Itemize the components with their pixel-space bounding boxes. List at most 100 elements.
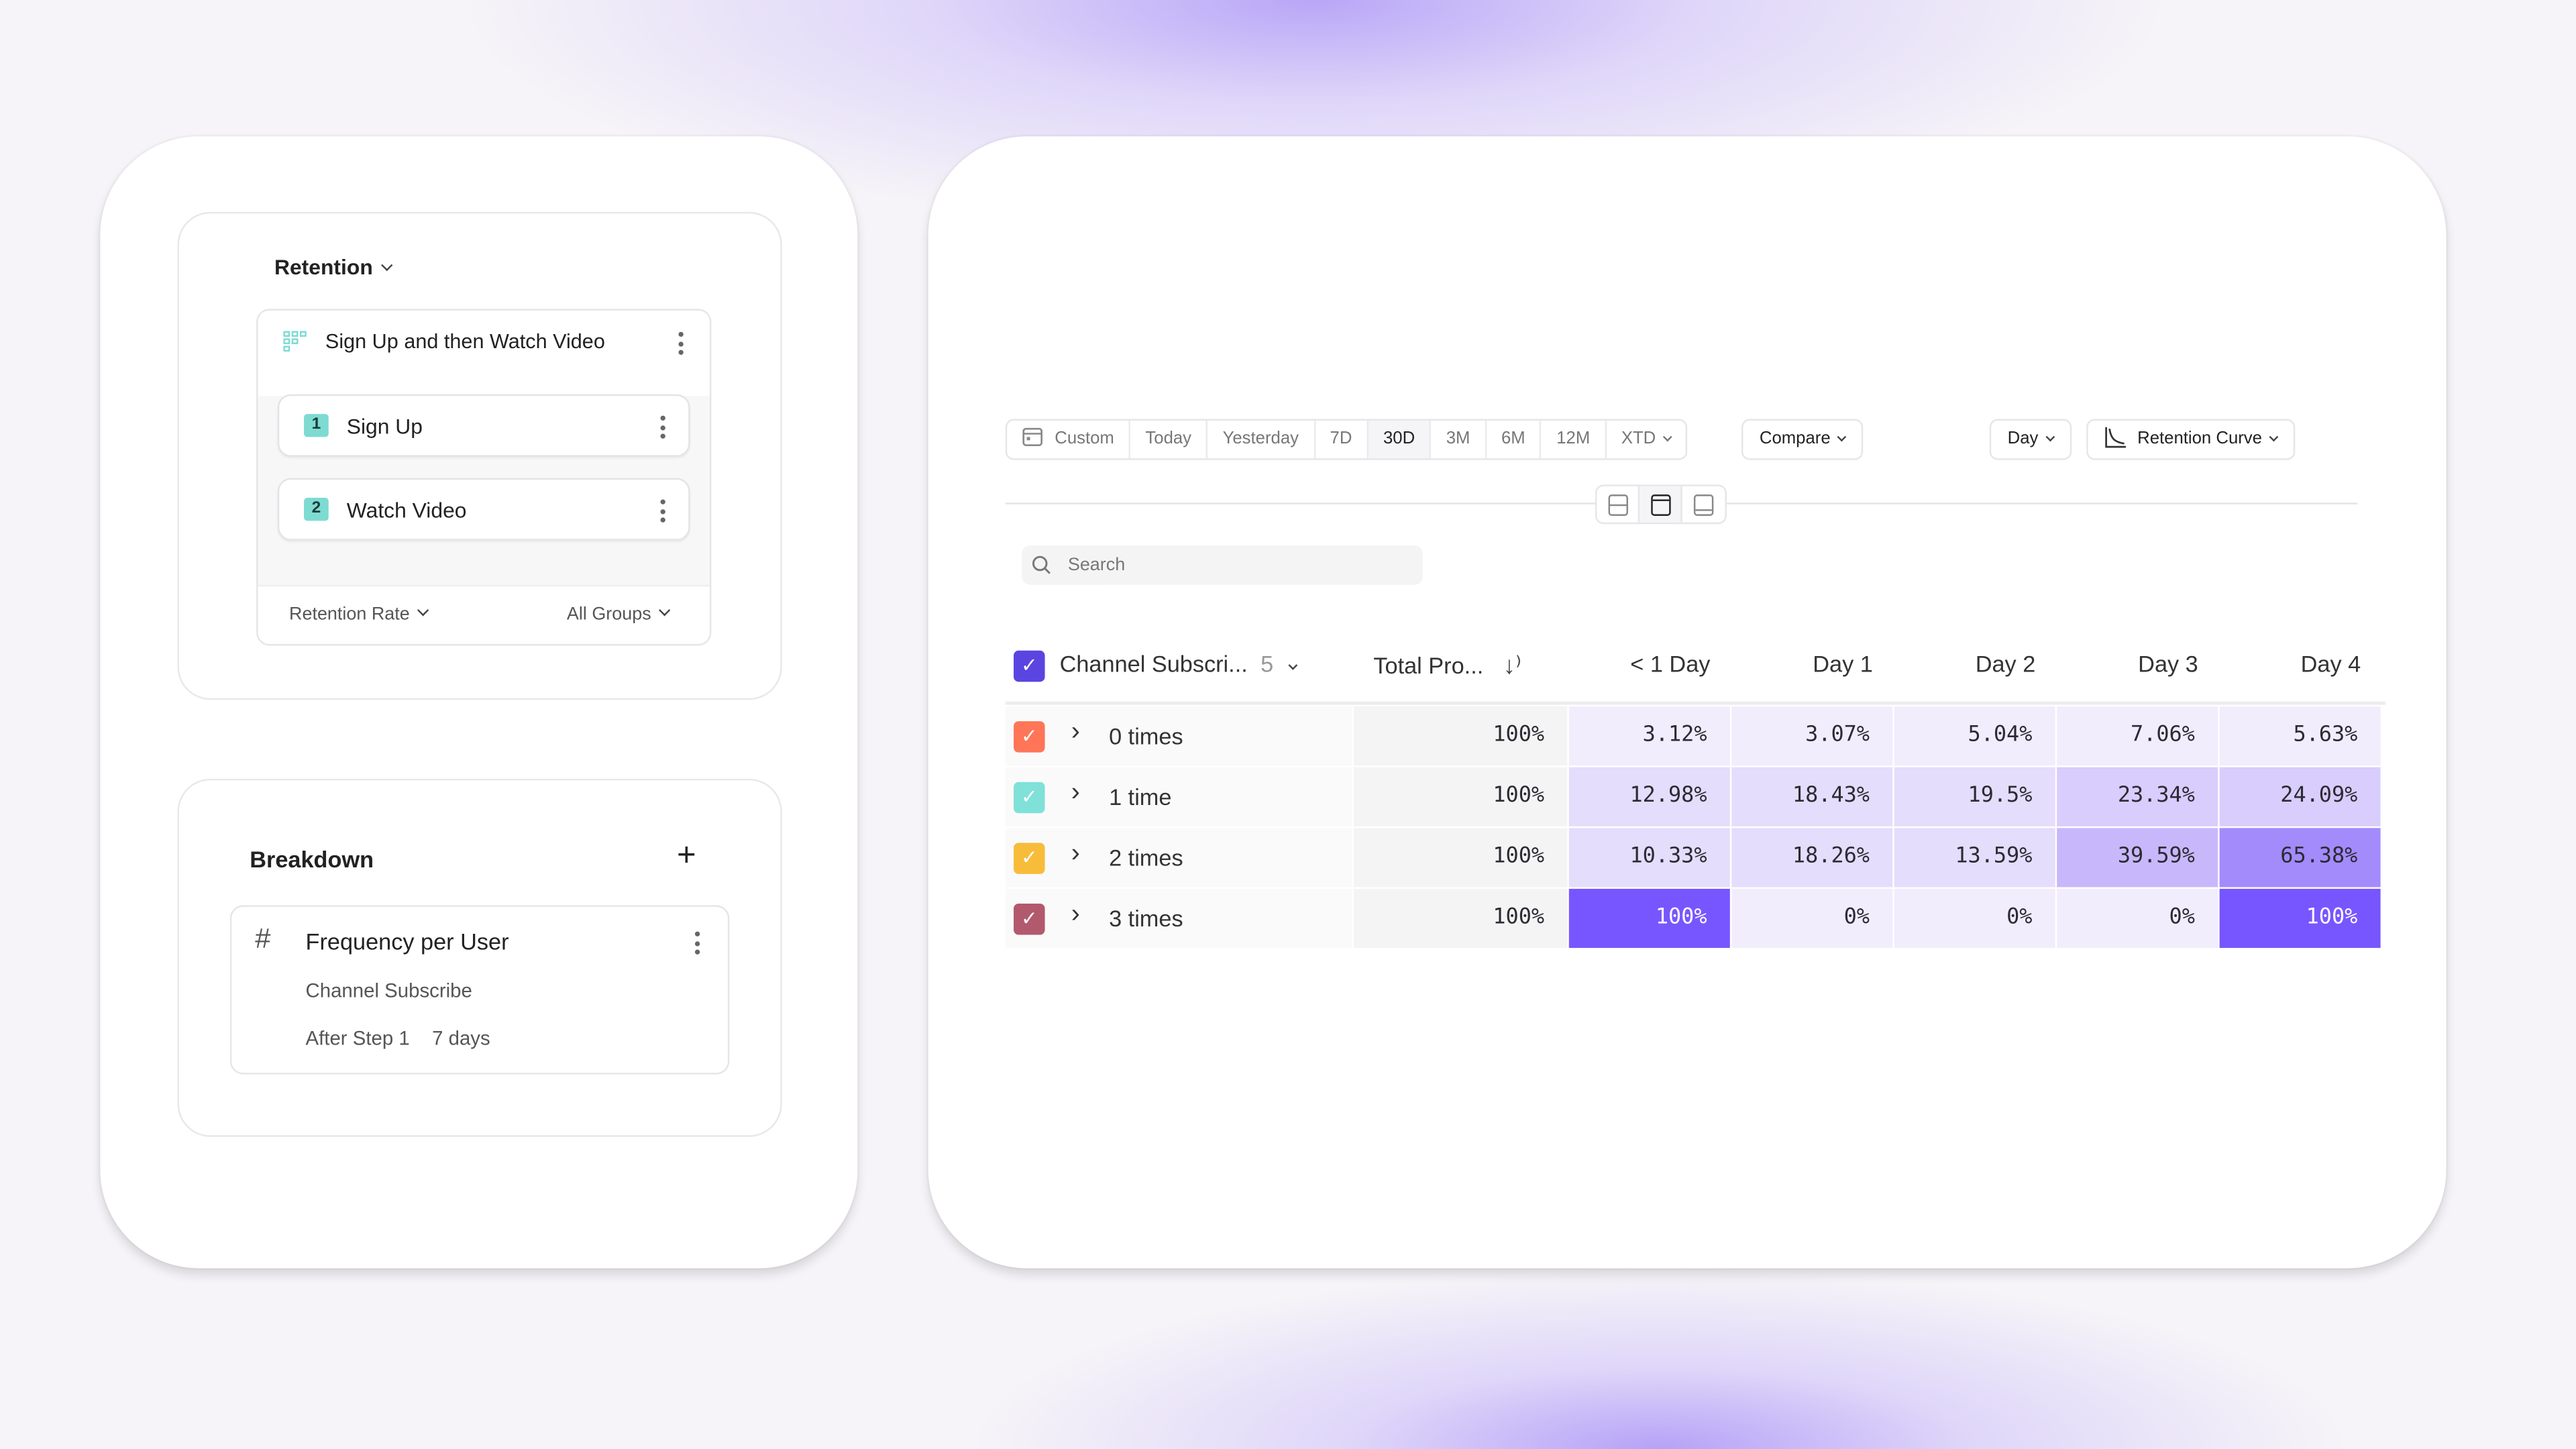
top-layout-icon[interactable] xyxy=(1640,486,1682,523)
retention-cell[interactable]: 13.59% xyxy=(1894,828,2055,888)
date-range-7d[interactable]: 7D xyxy=(1316,420,1368,459)
retention-cell[interactable]: 19.5% xyxy=(1894,767,2055,826)
retention-cell[interactable]: 0% xyxy=(1894,888,2055,949)
date-range-6m[interactable]: 6M xyxy=(1487,420,1542,459)
more-options-icon[interactable] xyxy=(693,931,700,955)
retention-cell[interactable]: 18.26% xyxy=(1731,828,1893,888)
date-range-today[interactable]: Today xyxy=(1130,420,1208,459)
retention-query-card: Retention Sign Up and then Watch Video 1… xyxy=(177,211,782,700)
row-label: 3 times xyxy=(1109,905,1183,932)
expand-chevron-icon[interactable]: › xyxy=(1071,839,1080,868)
date-range-3m[interactable]: 3M xyxy=(1432,420,1487,459)
breakdown-item[interactable]: # Frequency per User Channel Subscribe A… xyxy=(229,905,730,1075)
retention-cell[interactable]: 7.06% xyxy=(2057,706,2218,766)
row-checkbox[interactable]: ✓ xyxy=(1014,843,1045,874)
day-column-header: < 1 Day xyxy=(1630,650,1711,677)
row-checkbox[interactable]: ✓ xyxy=(1014,903,1045,935)
retention-cell[interactable]: 3.12% xyxy=(1568,706,1730,766)
total-column-header[interactable]: Total Pro... ↓⁾ xyxy=(1373,651,1521,680)
chevron-down-icon xyxy=(417,604,430,616)
step-1[interactable]: 1 Sign Up xyxy=(277,394,690,457)
date-range-label: 3M xyxy=(1446,429,1470,449)
table-row[interactable] xyxy=(1005,767,1352,826)
hash-icon: # xyxy=(254,923,270,955)
event-group-header[interactable]: Sign Up and then Watch Video xyxy=(258,310,710,396)
segment-count: 5 xyxy=(1260,650,1274,677)
split-layout-icon[interactable] xyxy=(1597,486,1640,523)
table-row[interactable] xyxy=(1005,706,1352,766)
retention-cell[interactable]: 39.59% xyxy=(2057,828,2218,888)
date-range-30d[interactable]: 30D xyxy=(1368,420,1432,459)
select-all-checkbox[interactable]: ✓ xyxy=(1014,650,1045,682)
measure-label: Retention Rate xyxy=(289,604,410,625)
table-row[interactable] xyxy=(1005,828,1352,888)
sort-descending-icon[interactable]: ↓⁾ xyxy=(1503,652,1522,680)
total-cell: 100% xyxy=(1353,767,1568,826)
segment-column-header[interactable]: Channel Subscri... 5 xyxy=(1060,650,1298,677)
bottom-layout-icon[interactable] xyxy=(1682,486,1725,523)
date-range-12m[interactable]: 12M xyxy=(1542,420,1607,459)
date-range-label: 6M xyxy=(1501,429,1525,449)
chevron-down-icon xyxy=(1837,432,1847,442)
retention-cell[interactable]: 3.07% xyxy=(1731,706,1893,766)
chart-type-label: Retention Curve xyxy=(2137,429,2262,449)
total-cell: 100% xyxy=(1353,706,1568,766)
retention-cell[interactable]: 5.63% xyxy=(2219,706,2381,766)
chevron-down-icon xyxy=(380,259,393,272)
retention-cell[interactable]: 24.09% xyxy=(2219,767,2381,826)
date-range-label: Today xyxy=(1145,429,1192,449)
layout-toggle xyxy=(1595,484,1727,525)
date-range-label: 30D xyxy=(1383,429,1415,449)
date-range-xtd[interactable]: XTD xyxy=(1607,421,1686,458)
chart-type-dropdown[interactable]: Retention Curve xyxy=(2086,419,2295,460)
expand-chevron-icon[interactable]: › xyxy=(1071,778,1080,807)
day-column-header: Day 2 xyxy=(1975,650,2036,677)
search-placeholder: Search xyxy=(1067,555,1126,576)
chevron-down-icon xyxy=(2045,432,2055,442)
chevron-down-icon xyxy=(2269,432,2279,442)
row-checkbox[interactable]: ✓ xyxy=(1014,721,1045,753)
breakdown-event: Channel Subscribe xyxy=(305,979,472,1002)
date-range-yesterday[interactable]: Yesterday xyxy=(1208,420,1316,459)
more-options-icon[interactable] xyxy=(659,499,665,523)
retention-cell[interactable]: 100% xyxy=(2219,888,2381,949)
breakdown-item-title: Frequency per User xyxy=(305,928,509,955)
row-label: 1 time xyxy=(1109,784,1172,810)
retention-curve-icon xyxy=(2105,427,2127,448)
step-number-badge: 2 xyxy=(304,498,329,521)
breakdown-window-label[interactable]: After Step 1 xyxy=(305,1026,410,1050)
date-range-label: 7D xyxy=(1330,429,1352,449)
plus-icon[interactable]: + xyxy=(676,837,696,874)
date-range-custom[interactable]: Custom xyxy=(1007,420,1131,459)
retention-cell[interactable]: 65.38% xyxy=(2219,828,2381,888)
day-column-header: Day 4 xyxy=(2300,650,2361,677)
breakdown-window-value[interactable]: 7 days xyxy=(432,1026,490,1050)
retention-cell[interactable]: 23.34% xyxy=(2057,767,2218,826)
retention-cell[interactable]: 100% xyxy=(1568,888,1730,949)
search-input[interactable]: Search xyxy=(1022,545,1423,585)
report-type-dropdown[interactable]: Retention xyxy=(274,254,393,280)
more-options-icon[interactable] xyxy=(677,331,684,355)
report-type-label: Retention xyxy=(274,254,373,280)
retention-cell[interactable]: 0% xyxy=(1731,888,1893,949)
more-options-icon[interactable] xyxy=(659,415,665,439)
compare-dropdown[interactable]: Compare xyxy=(1741,419,1864,460)
retention-cell[interactable]: 0% xyxy=(2057,888,2218,949)
measure-dropdown[interactable]: Retention Rate xyxy=(289,604,430,625)
row-checkbox[interactable]: ✓ xyxy=(1014,782,1045,814)
expand-chevron-icon[interactable]: › xyxy=(1071,718,1080,746)
step-2[interactable]: 2 Watch Video xyxy=(277,478,690,541)
row-label: 2 times xyxy=(1109,844,1183,871)
expand-chevron-icon[interactable]: › xyxy=(1071,900,1080,928)
retention-cell[interactable]: 12.98% xyxy=(1568,767,1730,826)
retention-cell[interactable]: 5.04% xyxy=(1894,706,2055,766)
interval-label: Day xyxy=(2007,429,2039,449)
chevron-down-icon xyxy=(659,604,672,616)
retention-cell[interactable]: 18.43% xyxy=(1731,767,1893,826)
table-row[interactable] xyxy=(1005,888,1352,949)
groups-dropdown[interactable]: All Groups xyxy=(567,604,672,625)
date-range-label: Custom xyxy=(1055,429,1114,449)
retention-cell[interactable]: 10.33% xyxy=(1568,828,1730,888)
interval-dropdown[interactable]: Day xyxy=(1989,419,2072,460)
